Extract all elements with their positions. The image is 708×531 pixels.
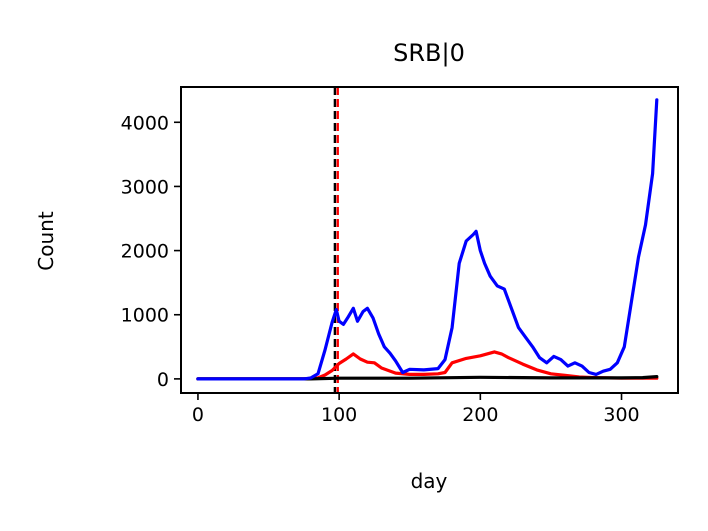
x-axis-label: day (411, 469, 448, 493)
series-line-1 (196, 375, 659, 381)
reference-lines (333, 87, 339, 393)
y-axis-label: Count (34, 211, 58, 271)
plot-frame (180, 86, 679, 394)
x-axis-ticks: 0 100 200 300 (192, 393, 640, 426)
x-tick-label: 300 (603, 404, 639, 426)
y-tick-label: 4000 (121, 112, 169, 134)
x-tick-label: 0 (192, 404, 204, 426)
y-tick-label: 0 (157, 369, 169, 391)
y-tick-label: 1000 (121, 305, 169, 327)
chart-title: SRB|0 (393, 39, 465, 67)
y-tick-label: 2000 (121, 241, 169, 263)
y-tick-label: 3000 (121, 176, 169, 198)
series-lines (196, 98, 659, 381)
series-line-2 (196, 98, 659, 381)
x-tick-label: 200 (462, 404, 498, 426)
y-axis-ticks: 0 1000 2000 3000 4000 (121, 112, 181, 391)
x-tick-label: 100 (321, 404, 357, 426)
